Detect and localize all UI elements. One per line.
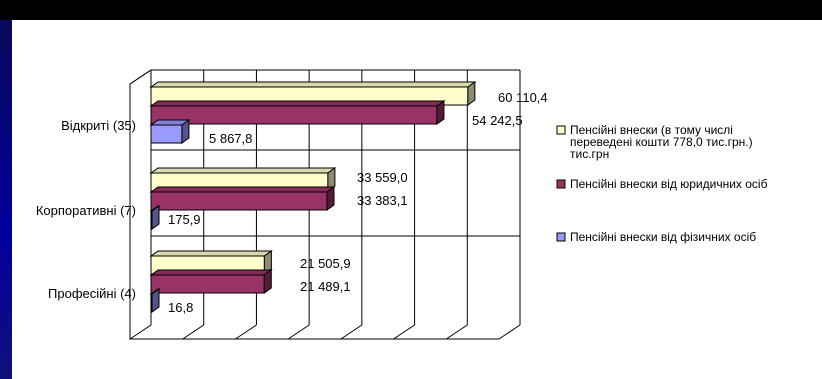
data-label: 5 867,8 (209, 131, 252, 146)
floor-gridline (235, 324, 257, 340)
data-label: 21 505,9 (300, 256, 351, 271)
legend-swatch (556, 125, 566, 135)
floor-gridline (340, 324, 363, 340)
slide-top-band (0, 0, 822, 20)
floor-gridline (446, 324, 468, 340)
bar-top (149, 269, 273, 276)
bar-end (151, 205, 160, 230)
bar-end (181, 119, 190, 144)
data-label: 33 559,0 (357, 170, 408, 185)
data-label: 175,9 (168, 212, 201, 227)
bar-end (263, 269, 272, 294)
wall-top-edge (129, 69, 152, 85)
legend: Пенсійні внески (в тому числіпереведені … (556, 123, 768, 244)
bars (149, 81, 477, 313)
legend-label: Пенсійні внески (в тому числі (570, 123, 733, 137)
bar-top (149, 100, 446, 107)
data-label: 33 383,1 (357, 193, 408, 208)
category-labels: Відкриті (35) Корпоративні (7) Професійні … (36, 118, 136, 301)
legend-swatch (556, 179, 566, 189)
bar (150, 124, 183, 144)
legend-label: Пенсійні внески від юридичних осіб (570, 177, 768, 191)
category-label: Професійні (4) (48, 286, 136, 301)
bar-end (436, 100, 445, 125)
bar (150, 274, 265, 294)
legend-label: переведені кошти 778,0 тис.грн.) (570, 135, 753, 149)
floor-gridline (182, 324, 204, 340)
floor-gridline (393, 324, 415, 340)
bar (150, 105, 438, 125)
floor-gridline (287, 324, 310, 340)
bar-end (263, 250, 272, 275)
bar-end (467, 81, 476, 106)
legend-swatch (556, 232, 566, 242)
slide-left-band (0, 20, 12, 379)
bar-top (149, 186, 336, 193)
value-labels: 60 110,4 54 242,5 5 867,8 33 559,0 33 383,1 1… (168, 90, 548, 315)
legend-label: тис.грн (570, 147, 609, 161)
bar-top (149, 250, 273, 257)
bar-end (326, 186, 335, 211)
bar-end (327, 167, 336, 192)
bar (150, 191, 328, 211)
data-label: 16,8 (168, 300, 193, 315)
category-label: Корпоративні (7) (36, 203, 136, 218)
category-label: Відкриті (35) (61, 118, 136, 133)
bar-end (151, 288, 160, 313)
floor-gridline (498, 324, 521, 340)
legend-label: Пенсійні внески від фізичних осіб (570, 230, 756, 244)
data-label: 54 242,5 (472, 113, 523, 128)
data-label: 60 110,4 (498, 90, 548, 105)
data-label: 21 489,1 (300, 279, 351, 294)
bar-top (149, 167, 337, 174)
bar-top (149, 81, 477, 88)
